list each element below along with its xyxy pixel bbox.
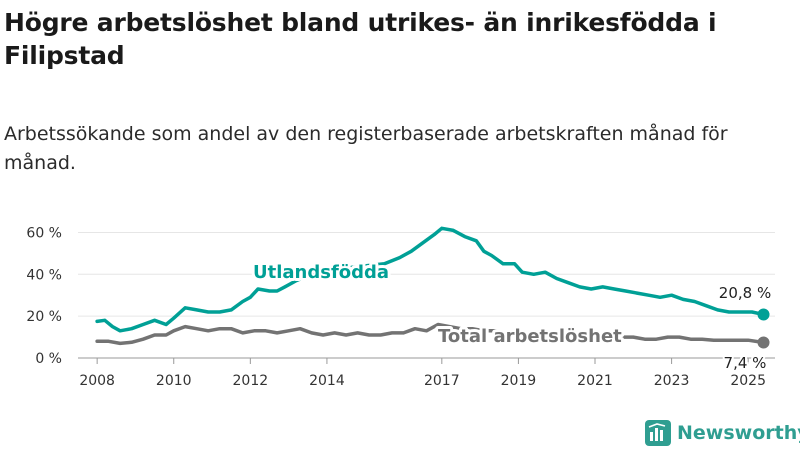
series-lines — [95, 226, 770, 349]
x-tick-label: 2025 — [730, 373, 766, 389]
y-tick-label: 60 % — [26, 225, 62, 241]
x-tick-label: 2008 — [79, 373, 115, 389]
x-axis: 2008 2010 2012 2014 2017 2019 2021 2023 2025 — [79, 358, 766, 389]
x-tick-label: 2023 — [654, 373, 690, 389]
newsworthy-logo-icon — [645, 420, 671, 446]
series-name-utlandsfodda: Utlandsfödda — [253, 262, 389, 283]
x-tick-label: 2010 — [156, 373, 192, 389]
series-name-total: Total arbetslöshet — [438, 326, 622, 347]
series-labels: Utlandsfödda Total arbetslöshet 20,8 % 7,4 … — [250, 259, 773, 374]
x-tick-label: 2021 — [577, 373, 613, 389]
series-line-total — [95, 322, 766, 346]
x-tick-label: 2012 — [233, 373, 269, 389]
brand: Newsworthy — [645, 418, 800, 448]
y-tick-label: 0 % — [35, 351, 62, 367]
end-point-total — [757, 336, 770, 349]
end-label-utlandsfodda: 20,8 % — [719, 284, 771, 302]
x-tick-label: 2014 — [309, 373, 345, 389]
x-tick-label: 2017 — [424, 373, 460, 389]
y-tick-label: 40 % — [26, 267, 62, 283]
end-label-total: 7,4 % — [724, 354, 767, 372]
x-tick-label: 2019 — [501, 373, 537, 389]
brand-name: Newsworthy — [677, 422, 800, 444]
series-line-utlandsfodda — [95, 226, 766, 333]
y-tick-label: 20 % — [26, 309, 62, 325]
chart-title: Högre arbetslöshet bland utrikes- än inr… — [4, 8, 717, 70]
grid-lines — [78, 231, 775, 359]
chart-subtitle: Arbetssökande som andel av den registerb… — [4, 123, 728, 174]
end-point-utlandsfodda — [757, 308, 770, 321]
y-axis: 0 % 20 % 40 % 60 % — [26, 225, 62, 367]
